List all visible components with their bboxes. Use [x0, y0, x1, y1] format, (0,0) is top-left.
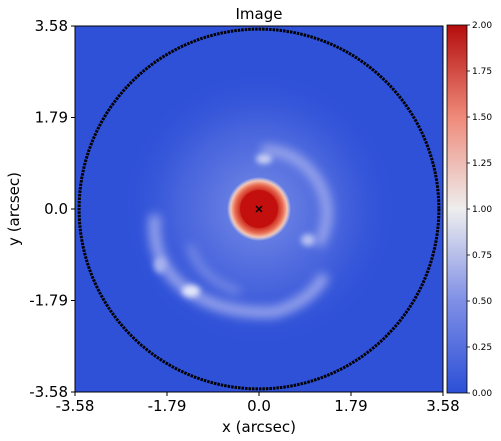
- colorbar-tick-label: 1.00: [472, 205, 492, 215]
- y-tick-label: -1.79: [29, 292, 68, 310]
- y-tick-label: 0.0: [44, 200, 68, 218]
- x-tick-label: -1.79: [148, 397, 187, 415]
- x-tick-label: -3.58: [56, 397, 95, 415]
- y-tick-label: 1.79: [35, 109, 68, 127]
- y-ticks: 3.58 1.79 0.0 -1.79 -3.58: [29, 17, 75, 401]
- bright-knot-3: [301, 234, 315, 246]
- x-tick-label: 1.79: [334, 397, 367, 415]
- colorbar-tick-label: 0.75: [472, 251, 492, 261]
- colorbar-tick-label: 1.50: [472, 113, 492, 123]
- bright-knot-2: [256, 154, 272, 164]
- x-ticks: -3.58 -1.79 0.0 1.79 3.58: [56, 392, 460, 415]
- mask-circle: [77, 27, 441, 391]
- colorbar-tick-label: 1.75: [472, 67, 492, 77]
- y-axis-label: y (arcsec): [5, 172, 23, 246]
- y-tick-label: -3.58: [29, 383, 68, 401]
- x-tick-label: 0.0: [247, 397, 271, 415]
- chart-title: Image: [236, 5, 283, 23]
- x-tick-label: 3.58: [426, 397, 459, 415]
- colorbar-tick-label: 1.25: [472, 159, 492, 169]
- bright-knot-1: [182, 285, 200, 297]
- colorbar-tick-label: 2.00: [472, 21, 492, 31]
- colorbar-ticks: 2.00 1.75 1.50 1.25 1.00 0.75 0.50 0.25 0.00: [467, 21, 492, 399]
- bright-knot-4: [154, 257, 166, 273]
- colorbar-tick-label: 0.50: [472, 297, 492, 307]
- colorbar: [446, 24, 468, 394]
- x-axis-label: x (arcsec): [222, 418, 296, 436]
- colorbar-tick-label: 0.00: [472, 389, 492, 399]
- colorbar-tick-label: 0.25: [472, 343, 492, 353]
- y-tick-label: 3.58: [35, 17, 68, 35]
- center-marker: [255, 205, 263, 213]
